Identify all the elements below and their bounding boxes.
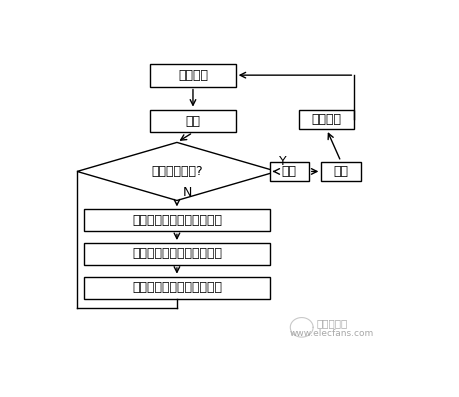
Polygon shape <box>77 143 276 200</box>
Text: www.elecfans.com: www.elecfans.com <box>289 329 373 338</box>
Bar <box>150 110 235 133</box>
Bar <box>150 64 235 87</box>
Bar <box>269 162 308 181</box>
Text: 调整数据: 调整数据 <box>311 113 341 126</box>
Text: 开始: 开始 <box>185 114 200 127</box>
Text: N: N <box>182 186 191 199</box>
Text: 绻灯亮并且七段数码管变化: 绻灯亮并且七段数码管变化 <box>132 214 221 227</box>
Bar <box>320 162 360 181</box>
Bar <box>84 277 269 299</box>
Text: 红灯亮并且七段数码管变化: 红灯亮并且七段数码管变化 <box>132 281 221 294</box>
Text: 数据载入: 数据载入 <box>178 69 207 82</box>
Text: 停止: 停止 <box>281 165 296 178</box>
Text: 电子发烧友: 电子发烧友 <box>316 318 347 328</box>
Bar <box>298 110 353 129</box>
Bar <box>84 209 269 231</box>
Text: 是否调整数据?: 是否调整数据? <box>151 165 202 178</box>
Bar <box>84 243 269 265</box>
Text: 黄灯亮并且七段数码管变化: 黄灯亮并且七段数码管变化 <box>132 247 221 260</box>
Text: 清零: 清零 <box>333 165 347 178</box>
Text: Y: Y <box>278 155 285 168</box>
